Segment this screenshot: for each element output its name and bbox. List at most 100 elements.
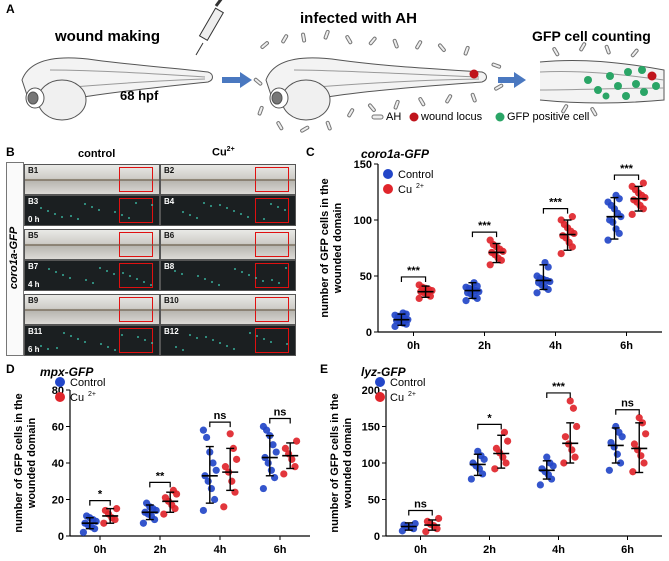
lane-code: B1 — [28, 166, 39, 175]
data-point — [538, 465, 546, 473]
lane-code: B5 — [28, 231, 39, 240]
gfp-speck — [271, 279, 273, 281]
gfp-speck — [100, 343, 102, 345]
data-point — [639, 179, 647, 187]
data-point — [228, 477, 236, 485]
significance-bracket — [477, 423, 502, 430]
data-point — [560, 459, 568, 467]
data-point — [199, 426, 207, 434]
legend-marker — [55, 392, 65, 402]
y-tick-label: 100 — [362, 458, 380, 470]
y-tick-label: 0 — [58, 531, 64, 543]
data-point — [543, 453, 551, 461]
gfp-speck — [196, 337, 198, 339]
legend-label: Cu — [70, 392, 84, 404]
data-point — [533, 289, 541, 297]
legend-superscript: 2+ — [408, 391, 416, 398]
gfp-speck — [219, 204, 221, 206]
gfp-speck — [204, 278, 206, 280]
data-point — [207, 484, 215, 493]
gfp-speck — [210, 205, 212, 207]
panel-label-c: C — [306, 145, 315, 159]
data-point — [209, 459, 217, 467]
gfp-speck — [107, 346, 109, 348]
data-point — [642, 430, 650, 438]
x-tick-label: 0h — [94, 544, 107, 556]
y-tick-label: 20 — [52, 495, 64, 507]
lane-b7: B7 4 h — [24, 260, 160, 291]
gfp-speck — [205, 336, 207, 338]
gfp-speck — [233, 348, 235, 350]
gfp-speck — [48, 268, 50, 270]
significance-label: * — [487, 412, 492, 424]
gfp-speck — [40, 207, 42, 209]
y-tick-label: 0 — [366, 327, 372, 339]
data-point — [293, 437, 301, 445]
x-tick-label: 2h — [478, 340, 491, 352]
data-point — [462, 283, 470, 291]
data-point — [199, 506, 207, 515]
data-point — [561, 433, 570, 441]
gfp-speck — [197, 275, 199, 277]
data-point — [226, 430, 234, 438]
fin-line — [161, 179, 295, 181]
gfp-speck — [219, 342, 221, 344]
lane-code: B3 — [28, 197, 39, 206]
legend-marker — [375, 392, 385, 402]
data-point — [259, 484, 267, 493]
data-point — [616, 459, 625, 467]
gfp-speck — [114, 349, 116, 351]
lane-code: B10 — [164, 296, 179, 305]
data-point — [630, 440, 639, 448]
data-point — [615, 428, 623, 436]
legend-wound-icon — [409, 112, 419, 122]
lane-time: 0 h — [28, 215, 40, 224]
step2-title: infected with AH — [300, 10, 417, 27]
data-point — [559, 232, 567, 240]
x-tick-label: 6h — [621, 544, 634, 556]
gfp-speck — [113, 273, 115, 275]
x-tick-label: 4h — [214, 544, 227, 556]
region-box — [255, 328, 289, 353]
y-tick-label: 60 — [52, 422, 64, 434]
x-tick-label: 2h — [154, 544, 167, 556]
data-point — [486, 236, 494, 244]
lane-b8: B8 — [160, 260, 296, 291]
gfp-speck — [144, 339, 146, 341]
larva-2-icon — [265, 57, 487, 121]
row-label: coro1a-GFP — [8, 226, 20, 290]
data-point — [462, 297, 470, 305]
significance-label: *** — [549, 197, 563, 209]
gfp-speck — [286, 343, 288, 345]
data-point — [557, 250, 565, 258]
data-point — [233, 455, 241, 463]
data-point — [281, 444, 289, 452]
gfp-speck — [249, 332, 251, 334]
lane-code: B4 — [164, 197, 175, 206]
gfp-speck — [137, 336, 139, 338]
gfp-speck — [135, 202, 137, 204]
lane-time: 6 h — [28, 345, 40, 354]
gfp-speck — [85, 279, 87, 281]
gfp-speck — [174, 270, 176, 272]
gfp-speck — [218, 284, 220, 286]
region-box — [119, 328, 153, 353]
data-point — [635, 414, 643, 422]
region-box — [255, 263, 289, 288]
gfp-speck — [234, 268, 236, 270]
fin-line — [161, 244, 295, 246]
y-tick-label: 150 — [362, 422, 380, 434]
gfp-speck — [285, 267, 287, 269]
step1-age: 68 hpf — [120, 88, 159, 103]
legend-marker — [383, 169, 393, 179]
data-point — [500, 428, 509, 436]
chart-title: lyz-GFP — [361, 365, 407, 379]
gfp-speck — [77, 218, 79, 220]
y-tick-label: 150 — [354, 159, 372, 171]
gfp-speck — [47, 348, 49, 350]
y-axis-label: number of GFP cells in the — [13, 393, 25, 532]
data-point — [259, 422, 267, 431]
lane-code: B8 — [164, 262, 175, 271]
data-point — [411, 519, 419, 528]
